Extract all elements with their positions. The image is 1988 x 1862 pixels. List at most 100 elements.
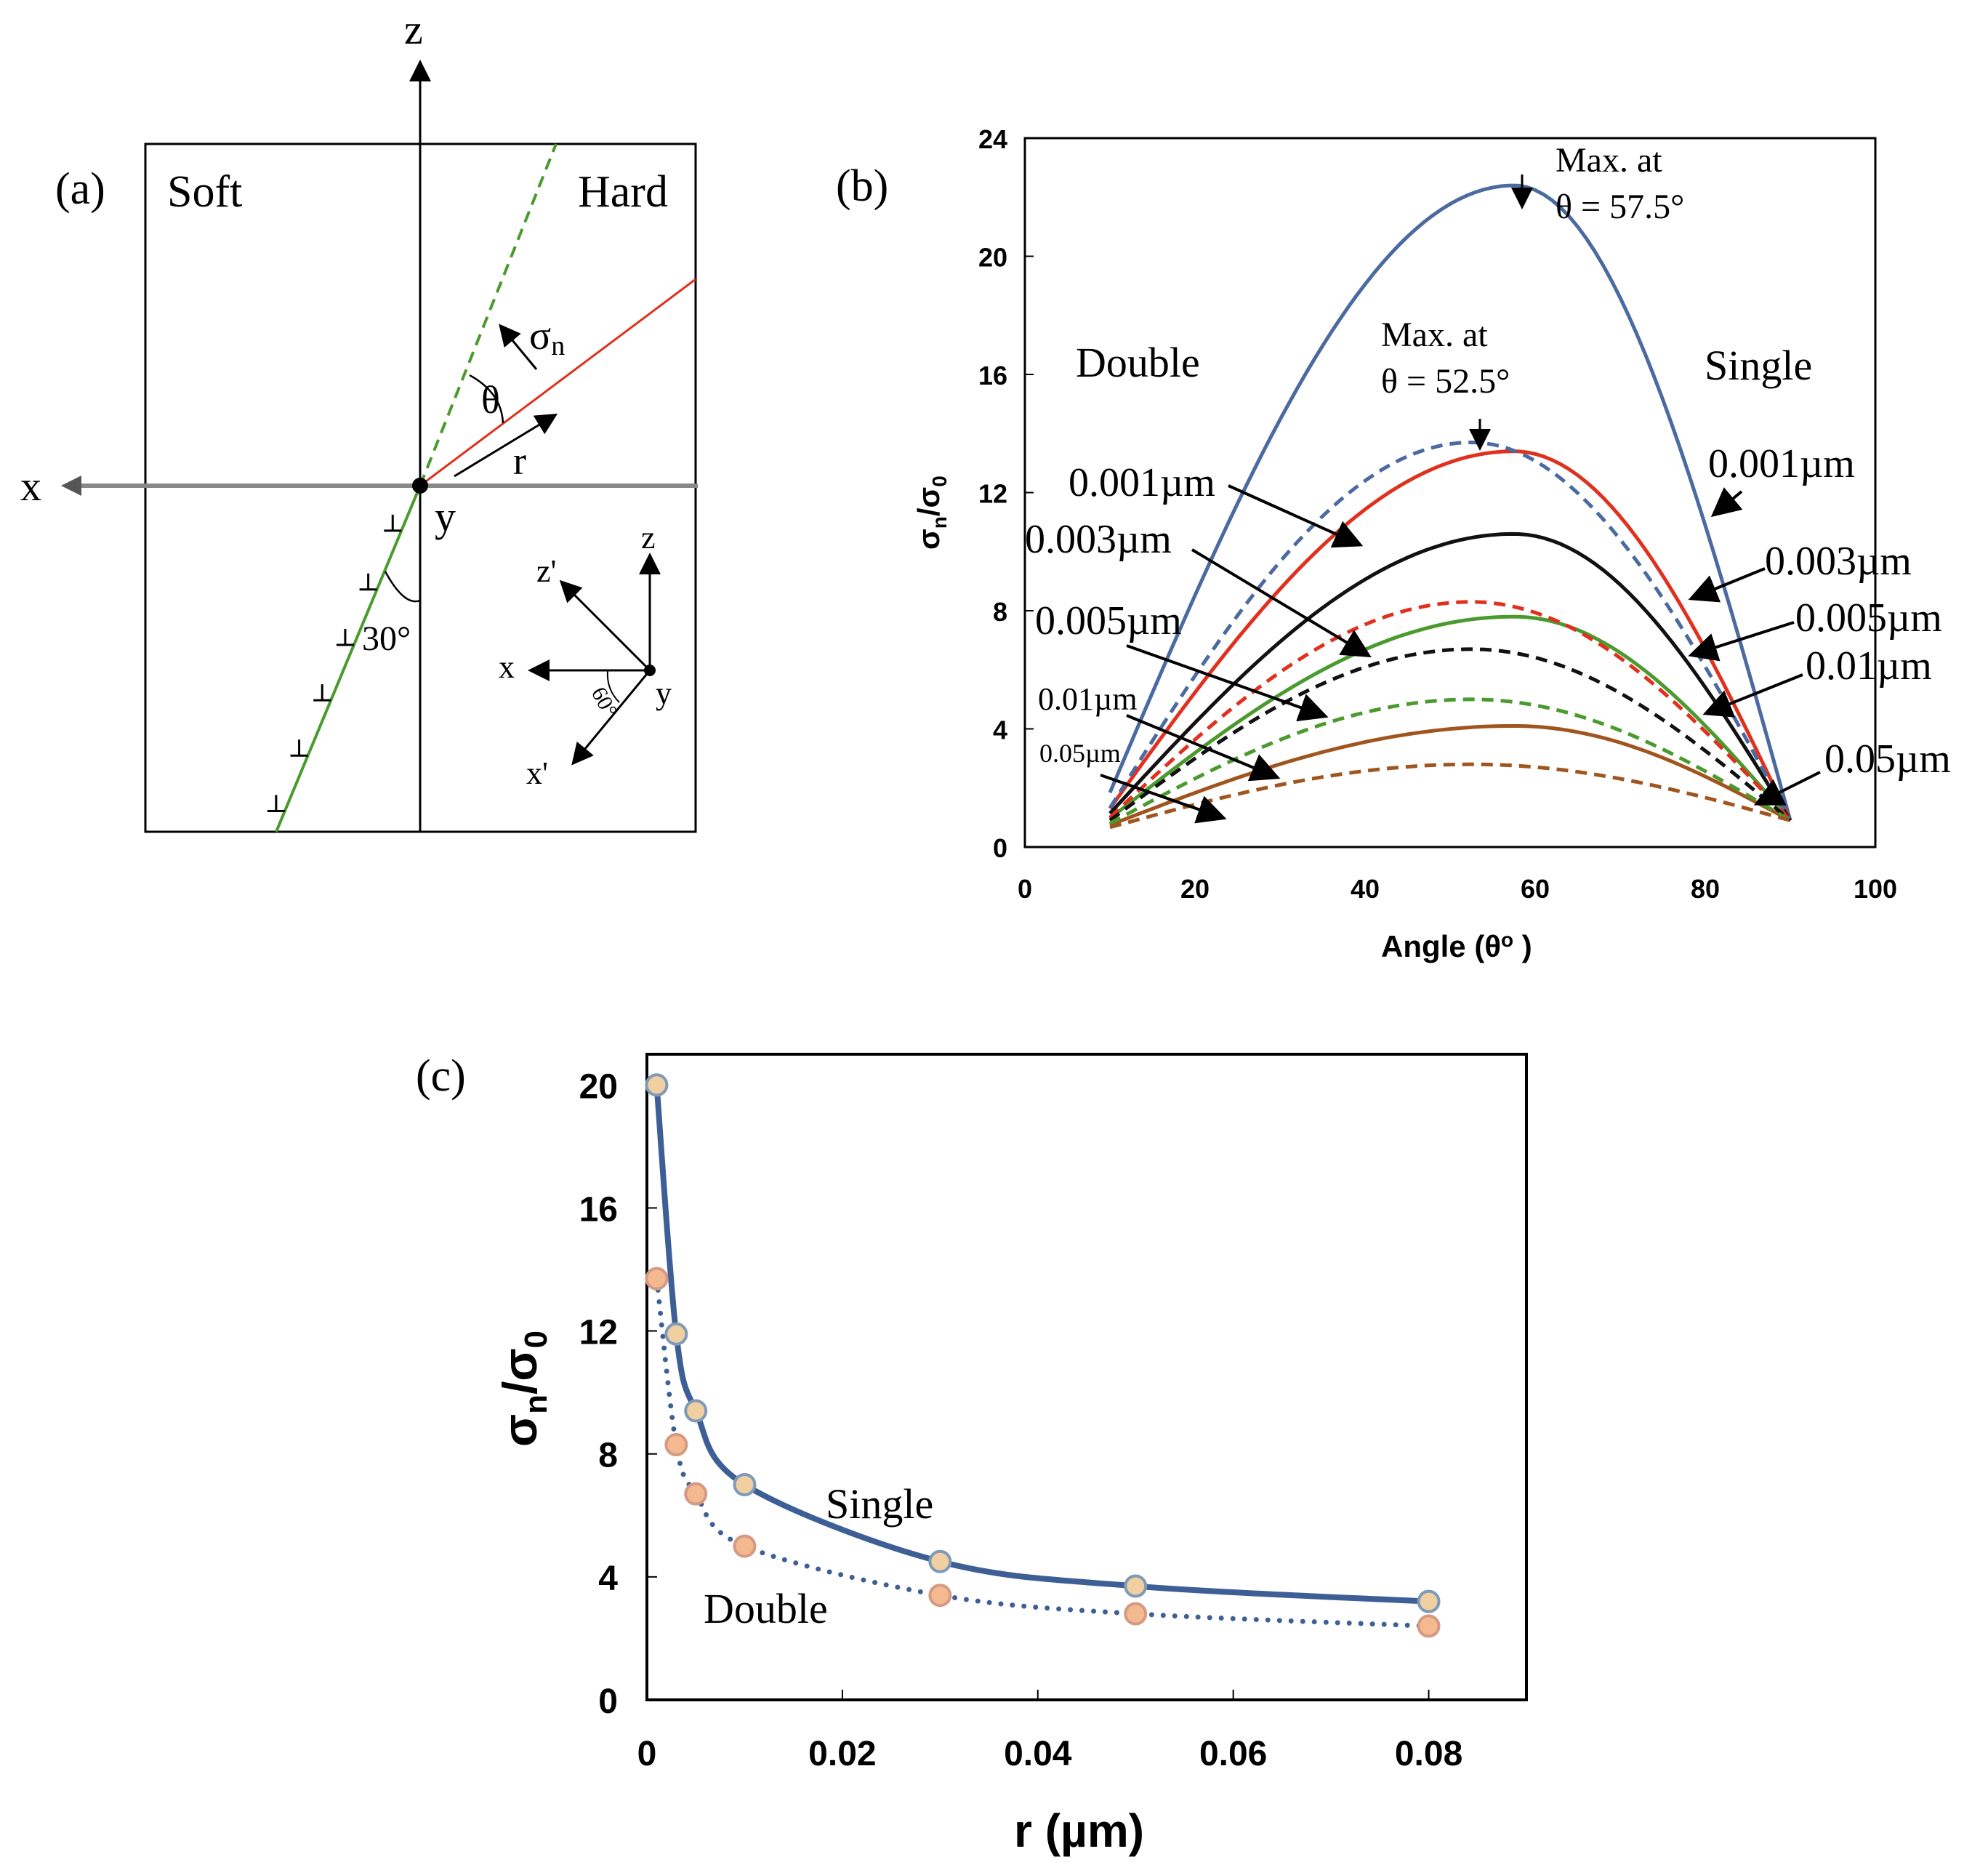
panel-b-curves [1108, 183, 1792, 830]
panel-c-ticks: 0 4 8 12 16 20 0 0.02 0.04 0.06 0.08 [579, 1067, 1463, 1773]
theta-arc [469, 374, 504, 424]
single-curve-001 [1108, 614, 1792, 822]
soft-label: Soft [167, 167, 242, 217]
z-axis-label: z [404, 6, 423, 53]
single-series-label: 0.01µm [1806, 643, 1932, 689]
origin-dot [412, 478, 428, 494]
panel-b-x-tick-label: 80 [1691, 874, 1720, 904]
panel-b-x-tick-label: 20 [1180, 874, 1210, 904]
dislocation-symbol-icon [313, 684, 331, 702]
single-data-point [664, 1322, 688, 1346]
panel-b-ticks: 0 4 8 12 16 20 24 0 20 40 60 80 100 [978, 124, 1897, 904]
panel-c-x-tick-label: 0 [637, 1735, 657, 1773]
single-data-point [1417, 1589, 1441, 1613]
panel-c-x-tick-label: 0.04 [1004, 1735, 1072, 1773]
single-series-line [653, 1082, 1432, 1605]
panel-b-y-tick-label: 16 [978, 361, 1007, 390]
single-max-label-line1: Max. at [1556, 141, 1662, 180]
double-curve-005 [1109, 762, 1791, 830]
panel-b-x-tick-label: 60 [1521, 874, 1550, 904]
panel-c-x-tick-label: 0.08 [1395, 1735, 1462, 1773]
single-series-pointer-arrow [1753, 771, 1821, 806]
single-data-point [684, 1399, 708, 1423]
inset-z-label: z [641, 520, 656, 555]
red-reference-line [419, 278, 696, 487]
double-series-label: 0.005µm [1035, 598, 1182, 643]
single-curve-label: Single [826, 1480, 933, 1528]
inset-x-prime-label: x' [526, 755, 548, 791]
single-data-point [733, 1473, 757, 1496]
double-data-point [664, 1433, 688, 1457]
panel-b-label: (b) [836, 161, 888, 211]
inset-angle-60-label: 60° [587, 683, 622, 722]
double-series-pointer-arrow [1191, 548, 1372, 658]
x-axis-label: x [20, 462, 41, 510]
r-label: r [513, 439, 526, 483]
panel-b-chart: (b) 0 4 8 12 16 20 24 0 20 40 60 80 100 Double Single… [836, 124, 1951, 963]
panel-c-label: (c) [416, 1051, 466, 1101]
single-curve-005 [1109, 724, 1792, 827]
y-axis-label: y [435, 493, 456, 540]
single-series-label: 0.005µm [1795, 595, 1942, 641]
double-curve-001 [1108, 697, 1792, 825]
single-curve-0001 [1108, 183, 1792, 822]
double-data-point [1124, 1602, 1148, 1626]
dislocation-symbol-icon [267, 795, 285, 812]
single-series-pointer-arrow [1688, 621, 1795, 662]
panel-c-y-tick-label: 12 [579, 1314, 618, 1352]
inset-y-label: y [656, 675, 672, 711]
inset-z-prime-arrow [559, 579, 651, 672]
single-curve-0003 [1108, 449, 1792, 822]
panel-b-y-tick-label: 12 [978, 479, 1007, 509]
r-arrow [454, 413, 558, 478]
single-curve-0005 [1108, 531, 1792, 822]
panel-b-y-tick-label: 8 [993, 597, 1007, 627]
slip-plane-dashed-line [419, 143, 558, 486]
single-data-point [1124, 1574, 1148, 1598]
inset-x-prime-arrow [571, 670, 651, 766]
panel-b-y-tick-label: 4 [993, 715, 1007, 745]
double-series-label: 0.01µm [1038, 681, 1138, 717]
double-group-label: Double [1076, 339, 1200, 386]
panel-a-diagram: (a) Soft Hard z x y σn θ r 30° z z' x x'… [20, 6, 698, 833]
panel-b-y-tick-label: 20 [978, 243, 1007, 273]
panel-b-x-tick-label: 40 [1351, 874, 1380, 904]
panel-c-y-tick-label: 0 [598, 1682, 618, 1721]
double-series-pointer-arrow [1126, 714, 1281, 782]
angle-30-arc [384, 571, 421, 603]
panel-c-y-tick-label: 20 [579, 1067, 618, 1106]
dislocation-symbol-icon [290, 739, 308, 757]
single-series-pointer-arrow [1702, 673, 1803, 718]
panel-b-x-tick-label: 100 [1854, 874, 1897, 904]
double-data-point [1417, 1614, 1441, 1638]
panel-b-y-tick-label: 24 [978, 124, 1007, 154]
single-data-point [645, 1073, 669, 1097]
double-curve-0003 [1108, 600, 1792, 822]
single-max-label-line2: θ = 57.5° [1556, 188, 1684, 226]
inset-angle-arc [606, 670, 620, 703]
double-series-label: 0.001µm [1069, 460, 1215, 505]
panel-c-x-tick-label: 0.06 [1199, 1735, 1267, 1773]
double-series-pointer-arrow [1126, 644, 1329, 722]
double-series-pointer-arrow [1228, 484, 1364, 548]
single-series-label: 0.001µm [1708, 441, 1855, 486]
double-curve-0001 [1108, 440, 1792, 822]
double-data-point [645, 1267, 669, 1291]
dislocation-symbol-icon [336, 628, 354, 646]
panel-b-annotations: Double Single Max. at θ = 57.5° Max. at θ = 5… [1025, 141, 1951, 824]
angle-30-label: 30° [362, 619, 411, 658]
panel-c-y-tick-label: 4 [598, 1560, 618, 1598]
double-series-line [653, 1276, 1432, 1629]
inset-origin-dot [644, 665, 656, 676]
double-series-pointer-arrow [1100, 774, 1227, 824]
panel-c-x-tick-label: 0.02 [808, 1735, 876, 1773]
sigma-n-arrow [499, 324, 538, 370]
panel-c-y-tick-label: 16 [579, 1190, 618, 1229]
hard-label: Hard [578, 167, 668, 217]
panel-c-x-axis-title: r (µm) [1014, 1805, 1144, 1857]
dislocation-symbols [267, 514, 402, 812]
double-max-label-line1: Max. at [1381, 316, 1488, 354]
x-axis-arrow-icon [61, 475, 81, 496]
panel-b-y-axis-title: σn/σ0 [911, 475, 951, 550]
